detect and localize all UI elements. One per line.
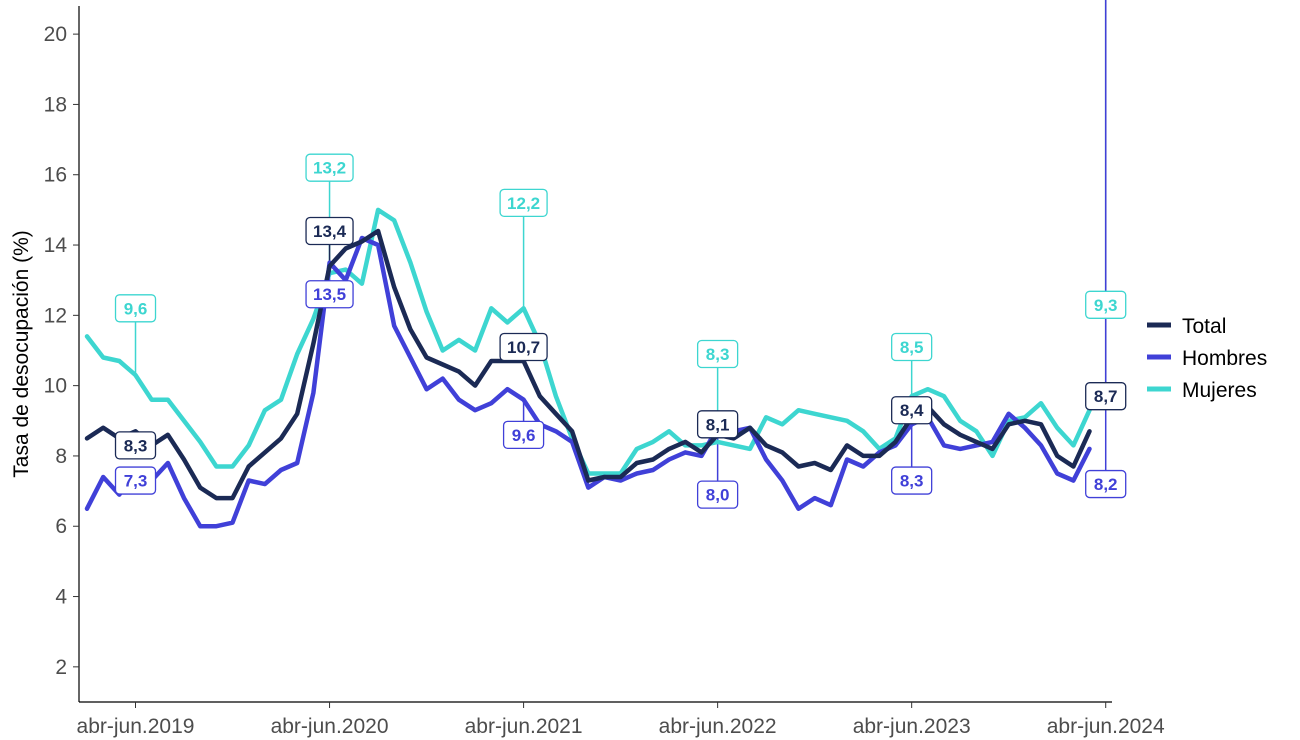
callout-text: 8,3 [900,472,924,491]
callout-box [696,480,739,509]
callout-label: 13,4 [305,216,354,246]
callout-text: 7,3 [124,472,148,491]
callout-box [305,280,354,309]
callout-box [499,188,548,217]
callout-label: 8,0 [696,480,739,509]
callout-box [891,396,933,425]
y-tick-label: 14 [44,234,68,257]
callout-box [502,420,545,449]
callout-label: 8,7 [1085,382,1127,411]
x-tick-label: abr-jun.2024 [1047,715,1165,738]
callout-text: 10,7 [507,338,540,357]
y-tick-label: 20 [44,23,67,46]
callout-box [1085,469,1127,499]
x-tick-label: abr-jun.2021 [465,715,583,738]
callout-text: 8,5 [900,338,924,357]
callout-text: 8,1 [706,415,730,434]
callout-box [114,294,157,323]
callout-label: 13,2 [305,153,354,182]
y-tick-label: 8 [55,445,67,468]
callout-box [305,216,354,246]
callout-text: 12,2 [507,194,540,213]
callout-box [696,410,739,439]
callout-box [1085,382,1127,411]
y-ticks: 2 4 6 8 10 12 14 16 18 20 [44,23,79,679]
callout-label: 9,6 [502,420,545,449]
x-tick-label: abr-jun.2019 [77,715,195,738]
callout-box [114,466,157,495]
callout-text: 9,6 [512,426,536,445]
callout-text: 13,5 [313,285,346,304]
x-ticks: abr-jun.2019 abr-jun.2020 abr-jun.2021 abr-… [77,702,1165,738]
axes-layer: 2 4 6 8 10 12 14 16 18 20 abr-jun.2019 abr-jun.202… [10,6,1165,738]
y-tick-label: 6 [55,515,67,538]
callout-text: 8,3 [124,436,148,455]
legend-label-total: Total [1182,315,1226,338]
x-tick-label: abr-jun.2020 [271,715,389,738]
callout-box [305,153,354,182]
callout-label: 9,6 [114,294,157,323]
callout-label: 13,5 [305,280,354,309]
callout-box [696,339,739,369]
callout-label: 8,2 [1085,469,1127,499]
callout-box [114,431,157,460]
callout-text: 8,2 [1094,475,1118,494]
callout-label: 10,7 [499,332,548,362]
callout-label: 8,3 [891,466,933,495]
legend: Total Hombres Mujeres [1147,315,1267,402]
y-tick-label: 16 [44,164,67,187]
callout-label: 8,3 [696,339,739,369]
legend-label-hombres: Hombres [1182,347,1267,370]
callout-label: 8,4 [891,396,933,425]
callout-label: 8,5 [891,332,933,362]
series-line-hombres [84,235,1092,529]
y-axis-title: Tasa de desocupación (%) [10,230,33,477]
x-tick-label: abr-jun.2022 [659,715,777,738]
callout-label: 8,1 [696,410,739,439]
callout-text: 8,4 [900,401,924,420]
callout-box [891,466,933,495]
callout-label: 9,3 [1085,290,1127,319]
y-tick-label: 4 [55,586,67,609]
callout-text: 8,7 [1094,387,1118,406]
callout-box [1085,290,1127,319]
callout-text: 13,4 [313,222,347,241]
callout-box [499,332,548,362]
callout-text: 8,3 [706,345,730,364]
callout-text: 8,0 [706,486,730,505]
callout-text: 13,2 [313,159,346,178]
x-tick-label: abr-jun.2023 [853,715,971,738]
callout-text: 9,6 [124,299,148,318]
callout-text: 9,3 [1094,296,1118,315]
callout-box [891,332,933,362]
callout-label: 7,3 [114,466,157,495]
callout-label: 12,2 [499,188,548,217]
y-tick-label: 10 [44,375,67,398]
callout-labels: 9,6 8,3 7,3 13,2 13,4 13,5 12,2 10,7 9,6 8,3 8,1 8,… [114,153,1127,509]
y-tick-label: 18 [44,93,67,116]
y-tick-label: 12 [44,304,67,327]
series-lines [84,207,1092,529]
callout-label: 8,3 [114,431,157,460]
legend-label-mujeres: Mujeres [1182,379,1257,402]
y-tick-label: 2 [55,656,67,679]
